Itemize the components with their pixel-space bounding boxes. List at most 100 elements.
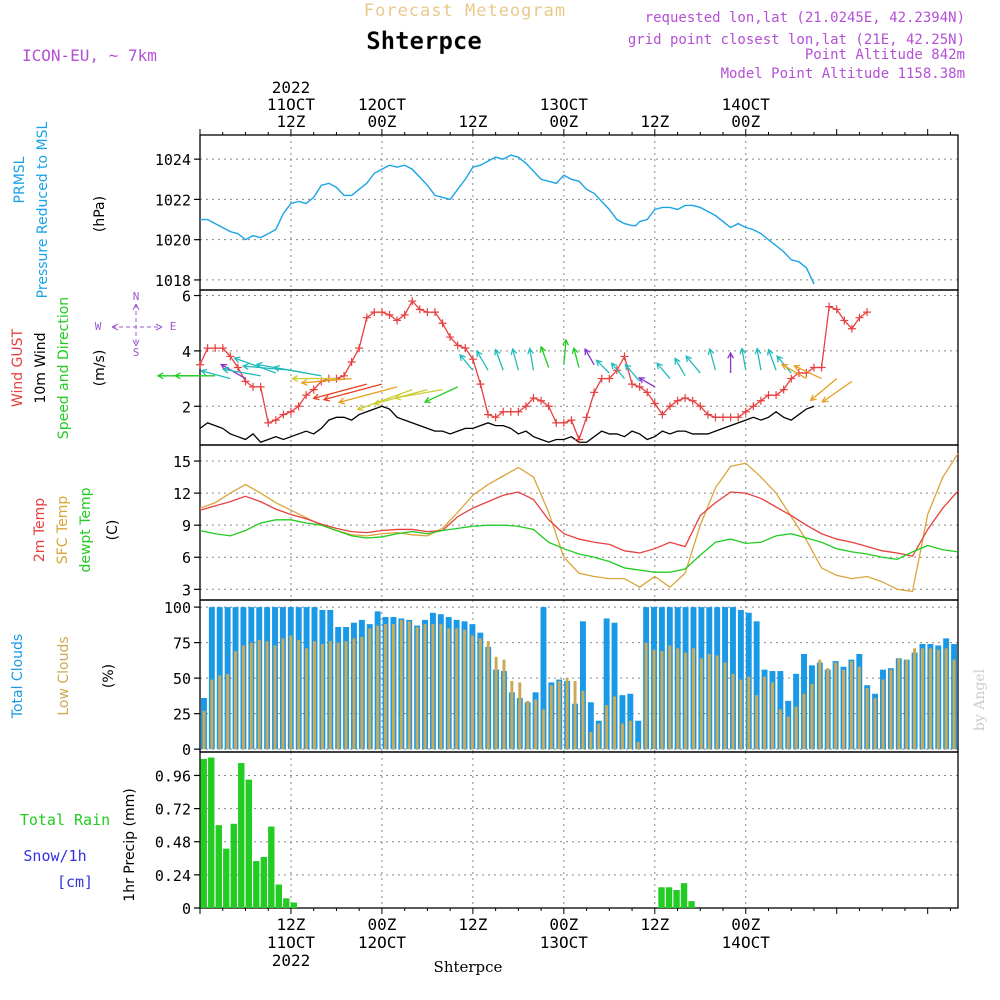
- y-tick-label: 9: [182, 517, 191, 535]
- low-cloud-bar: [368, 628, 372, 750]
- gust-marker: [559, 418, 568, 427]
- gust-marker: [264, 418, 273, 427]
- low-cloud-bar: [241, 645, 245, 750]
- low-cloud-bar: [226, 673, 230, 750]
- rain-bar: [290, 902, 298, 908]
- low-cloud-bar: [494, 656, 498, 750]
- panel-frame: [199, 751, 959, 909]
- gust-marker: [423, 308, 432, 317]
- low-cloud-bar: [770, 682, 774, 750]
- low-cloud-bar: [289, 635, 293, 750]
- gust-marker: [756, 396, 765, 405]
- gust-marker: [575, 435, 583, 444]
- gust-marker: [430, 308, 439, 317]
- low-cloud-bar: [597, 723, 601, 750]
- bottom-time-label: 12Z: [640, 915, 669, 934]
- low-cloud-bar: [281, 638, 285, 750]
- y-tick-label: 6: [182, 549, 191, 567]
- low-cloud-bar: [676, 648, 680, 750]
- low-cloud-bar: [470, 635, 474, 750]
- low-cloud-bar: [849, 661, 853, 750]
- low-cloud-bar: [352, 638, 356, 750]
- footer-location: Shterpce: [434, 958, 503, 976]
- low-cloud-bar: [273, 645, 277, 750]
- snow-unit-label: [cm]: [57, 873, 93, 891]
- top-time-label: 14OCT: [722, 95, 771, 114]
- clouds-unit: (%): [101, 664, 117, 688]
- panel-precip: 0 0.24 0.48 0.72 0.96: [155, 751, 959, 918]
- wind-arrow: [656, 362, 671, 379]
- dewpt-label: dewpt Temp: [78, 487, 94, 572]
- rain-bar: [275, 884, 282, 908]
- bottom-time-label: 14OCT: [722, 933, 771, 952]
- gust-label: Wind GUST: [10, 328, 26, 407]
- gust-marker: [787, 374, 796, 383]
- y-tick-label: 15: [173, 453, 191, 471]
- bottom-time-label: 11OCT: [267, 933, 316, 952]
- wind-arrow: [707, 347, 717, 371]
- low-cloud-bar: [384, 624, 388, 750]
- gust-marker: [408, 297, 417, 306]
- gust-marker: [552, 418, 561, 427]
- low-cloud-bar: [905, 659, 909, 750]
- top-time-label: 12Z: [277, 112, 306, 131]
- gust-marker: [438, 319, 447, 328]
- gust-marker: [453, 341, 462, 350]
- rain-bar: [260, 856, 267, 908]
- low-cloud-bar: [526, 700, 530, 750]
- low-cloud-bar: [786, 716, 790, 750]
- low-cloud-bar: [897, 658, 901, 750]
- wind-dir-label: Speed and Direction: [56, 297, 72, 439]
- low-cloud-bar: [463, 629, 466, 750]
- gust-marker: [597, 374, 606, 383]
- wind-arrow: [300, 377, 352, 386]
- wind-arrow: [539, 345, 550, 368]
- low-cloud-bar: [234, 651, 238, 750]
- low-cloud-bar: [360, 636, 364, 750]
- panel-frame: [199, 134, 959, 291]
- sfc-label: SFC Temp: [55, 496, 71, 565]
- total-cloud-bar: [753, 621, 760, 750]
- wind-arrow: [780, 363, 807, 380]
- total-cloud-bar: [208, 607, 215, 750]
- top-time-label: 00Z: [367, 112, 396, 131]
- header: Forecast Meteogram Shterpce ICON-EU, ~ 7km…: [22, 1, 965, 82]
- total-cloud-bar: [635, 720, 642, 750]
- y-tick-label: 4: [182, 343, 191, 361]
- low-cloud-bar: [581, 690, 585, 750]
- low-cloud-bar: [636, 742, 640, 750]
- total-cloud-bar: [587, 702, 594, 750]
- wind-arrow: [173, 372, 216, 380]
- bottom-time-label: 12OCT: [358, 933, 407, 952]
- low-cloud-bar: [218, 675, 222, 750]
- gust-marker: [825, 302, 834, 311]
- low-cloud-bar: [857, 666, 861, 750]
- rain-bar: [208, 757, 215, 908]
- gust-marker: [809, 363, 818, 372]
- y-tick-label: 2: [182, 398, 191, 416]
- gust-marker: [817, 363, 826, 372]
- low-cloud-bar: [620, 723, 624, 750]
- low-cloud-bar: [684, 652, 688, 750]
- pressure-label: PRMSL: [12, 156, 28, 203]
- total-cloud-bar: [611, 622, 618, 750]
- pressure-label-long: Pressure Reduced to MSL: [35, 121, 51, 298]
- wind-arrow: [423, 386, 458, 404]
- low-cloud-bar: [644, 642, 648, 750]
- panel-clouds: 0 25 50 75 100: [164, 599, 959, 759]
- low-cloud-bar: [873, 698, 877, 750]
- gust-marker: [506, 407, 515, 416]
- y-tick-label: 50: [173, 670, 191, 688]
- info-line-0: requested lon,lat (21.0245E, 42.2394N): [645, 10, 965, 26]
- wind-arrow: [337, 386, 398, 405]
- low-cloud-bar: [668, 645, 672, 750]
- gust-marker: [703, 410, 712, 419]
- low-cloud-bar: [810, 683, 814, 750]
- wind-line: [199, 405, 815, 443]
- gust-marker: [393, 316, 402, 325]
- low-cloud-bar: [889, 669, 893, 750]
- low-cloud-bar: [336, 642, 340, 750]
- gust-marker: [764, 391, 773, 400]
- gust-marker: [734, 413, 743, 422]
